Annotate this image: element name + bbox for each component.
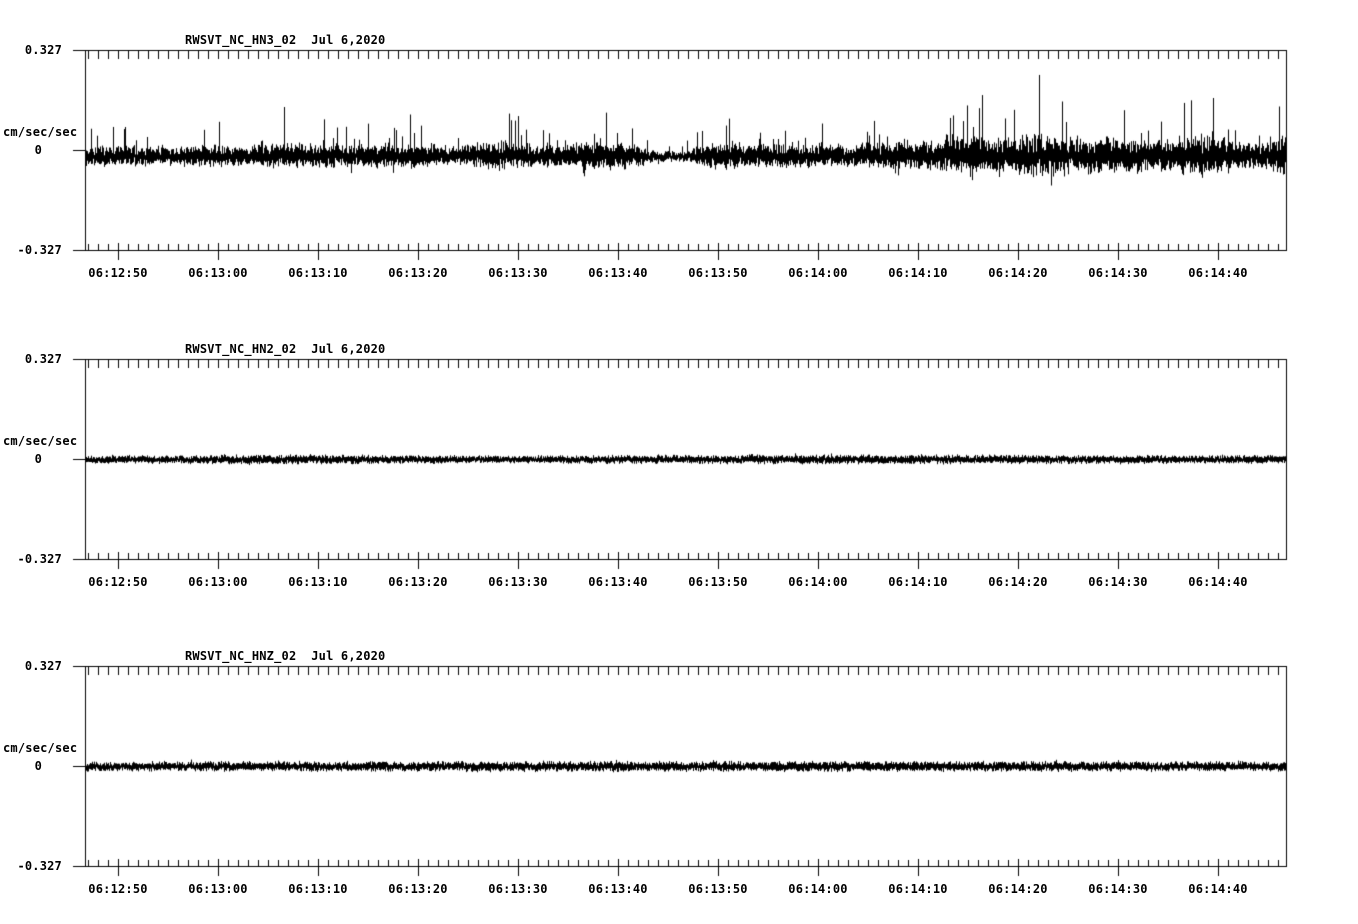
panel-title: RWSVT_NC_HN3_02 Jul 6,2020 xyxy=(185,33,386,47)
x-tick-label: 06:14:20 xyxy=(988,575,1048,589)
x-tick-label: 06:13:40 xyxy=(588,882,648,896)
x-tick-label: 06:14:40 xyxy=(1188,266,1248,280)
x-tick-label: 06:14:30 xyxy=(1088,575,1148,589)
waveform-canvas xyxy=(70,357,1300,573)
x-tick-label: 06:13:30 xyxy=(488,882,548,896)
x-tick-label: 06:13:10 xyxy=(288,575,348,589)
x-axis-labels: 06:12:50 06:13:00 06:13:10 06:13:20 06:13:30… xyxy=(0,882,1358,898)
y-axis-min-label: -0.327 xyxy=(17,552,62,566)
x-tick-label: 06:14:30 xyxy=(1088,882,1148,896)
x-tick-label: 06:13:50 xyxy=(688,575,748,589)
x-tick-label: 06:14:00 xyxy=(788,882,848,896)
x-tick-label: 06:13:50 xyxy=(688,882,748,896)
y-axis-units-label: cm/sec/sec xyxy=(3,741,78,755)
waveform-canvas xyxy=(70,664,1300,880)
x-tick-label: 06:14:10 xyxy=(888,882,948,896)
x-axis-labels: 06:12:50 06:13:00 06:13:10 06:13:20 06:13:30… xyxy=(0,575,1358,591)
y-axis-max-label: 0.327 xyxy=(24,659,62,673)
y-axis-min-label: -0.327 xyxy=(17,859,62,873)
x-tick-label: 06:14:00 xyxy=(788,575,848,589)
x-tick-label: 06:13:00 xyxy=(188,575,248,589)
y-axis-units-label: cm/sec/sec xyxy=(3,125,78,139)
y-axis-max-label: 0.327 xyxy=(24,43,62,57)
panel-title: RWSVT_NC_HN2_02 Jul 6,2020 xyxy=(185,342,386,356)
x-tick-label: 06:14:40 xyxy=(1188,575,1248,589)
x-tick-label: 06:14:00 xyxy=(788,266,848,280)
x-tick-label: 06:13:00 xyxy=(188,882,248,896)
x-tick-label: 06:13:20 xyxy=(388,266,448,280)
y-axis-zero-label: 0 xyxy=(34,452,42,466)
x-tick-label: 06:12:50 xyxy=(88,266,148,280)
y-axis-units-label: cm/sec/sec xyxy=(3,434,78,448)
x-tick-label: 06:13:40 xyxy=(588,266,648,280)
x-tick-label: 06:13:00 xyxy=(188,266,248,280)
y-axis-zero-label: 0 xyxy=(34,143,42,157)
x-tick-label: 06:14:30 xyxy=(1088,266,1148,280)
x-tick-label: 06:12:50 xyxy=(88,575,148,589)
x-tick-label: 06:13:10 xyxy=(288,882,348,896)
x-tick-label: 06:14:10 xyxy=(888,266,948,280)
x-tick-label: 06:14:20 xyxy=(988,882,1048,896)
x-tick-label: 06:14:40 xyxy=(1188,882,1248,896)
x-tick-label: 06:12:50 xyxy=(88,882,148,896)
x-axis-labels: 06:12:50 06:13:00 06:13:10 06:13:20 06:13:30… xyxy=(0,266,1358,282)
x-tick-label: 06:13:20 xyxy=(388,882,448,896)
waveform-canvas xyxy=(70,48,1300,264)
x-tick-label: 06:13:40 xyxy=(588,575,648,589)
panel-title: RWSVT_NC_HNZ_02 Jul 6,2020 xyxy=(185,649,386,663)
x-tick-label: 06:13:50 xyxy=(688,266,748,280)
x-tick-label: 06:14:10 xyxy=(888,575,948,589)
y-axis-min-label: -0.327 xyxy=(17,243,62,257)
y-axis-zero-label: 0 xyxy=(34,759,42,773)
y-axis-max-label: 0.327 xyxy=(24,352,62,366)
x-tick-label: 06:13:20 xyxy=(388,575,448,589)
x-tick-label: 06:14:20 xyxy=(988,266,1048,280)
x-tick-label: 06:13:30 xyxy=(488,266,548,280)
x-tick-label: 06:13:10 xyxy=(288,266,348,280)
x-tick-label: 06:13:30 xyxy=(488,575,548,589)
